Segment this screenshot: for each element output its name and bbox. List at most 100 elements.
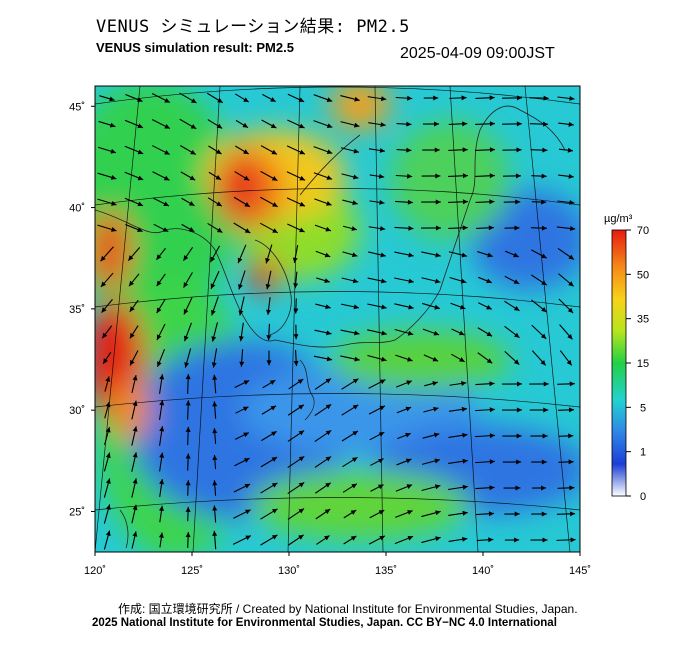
wind-arrow xyxy=(421,225,441,231)
wind-arrow xyxy=(183,322,192,342)
wind-arrow xyxy=(449,95,467,101)
wind-vectors xyxy=(97,92,576,550)
wind-arrow xyxy=(238,322,244,342)
wind-arrow xyxy=(504,325,520,339)
wind-arrow xyxy=(559,324,573,340)
wind-arrow xyxy=(369,199,385,205)
wind-arrow xyxy=(394,303,414,310)
wind-arrow xyxy=(180,171,196,181)
wind-arrow xyxy=(159,505,164,523)
wind-arrow xyxy=(185,506,191,522)
wind-arrow xyxy=(395,484,413,492)
wind-arrow xyxy=(422,328,440,336)
wind-arrow xyxy=(475,199,495,205)
wind-arrow xyxy=(530,274,548,286)
wind-arrow xyxy=(287,119,305,129)
wind-arrow xyxy=(156,273,166,287)
wind-arrow xyxy=(342,199,358,206)
wind-arrow xyxy=(185,426,191,446)
wind-arrow xyxy=(288,534,304,546)
wind-arrow xyxy=(367,303,387,310)
lat-label: 30˚ xyxy=(69,405,85,417)
wind-arrow xyxy=(315,303,331,310)
wind-arrow xyxy=(504,225,520,231)
colorbar-tick-label: 70 xyxy=(637,225,649,237)
wind-arrow xyxy=(530,147,548,153)
wind-arrow xyxy=(260,534,278,546)
wind-arrow xyxy=(314,429,332,443)
lon-label: 120˚ xyxy=(84,565,106,577)
lon-label: 130˚ xyxy=(278,565,300,577)
wind-arrow xyxy=(151,145,171,155)
wind-arrow xyxy=(237,244,247,264)
wind-arrow xyxy=(340,355,360,362)
wind-arrow xyxy=(208,145,222,155)
wind-arrow xyxy=(503,199,521,205)
wind-arrow xyxy=(313,120,333,129)
wind-arrow xyxy=(369,431,385,441)
wind-arrow xyxy=(260,196,278,208)
wind-arrow xyxy=(103,452,111,472)
wind-arrow xyxy=(235,145,249,155)
lon-label: 125˚ xyxy=(181,565,203,577)
wind-arrow xyxy=(529,95,549,101)
wind-arrow xyxy=(184,348,192,368)
wind-arrow xyxy=(286,171,306,181)
wind-arrow xyxy=(238,270,246,290)
wind-arrow xyxy=(395,380,413,388)
wind-arrow xyxy=(124,119,144,129)
wind-arrow xyxy=(370,484,384,492)
wind-arrow xyxy=(233,196,251,208)
wind-arrow xyxy=(261,405,277,415)
wind-arrow xyxy=(475,173,495,179)
wind-arrow xyxy=(367,277,387,284)
wind-arrow xyxy=(207,222,223,234)
wind-arrow xyxy=(179,145,197,155)
wind-arrow xyxy=(394,277,414,284)
colorbar-tick-label: 15 xyxy=(637,358,649,370)
colorbar: µg/m³ 70 50 35 15 5 1 0 xyxy=(604,213,649,503)
wind-arrow xyxy=(476,225,494,231)
wind-arrow xyxy=(314,224,332,232)
wind-arrow xyxy=(368,122,386,128)
wind-arrow xyxy=(185,453,191,471)
wind-arrow xyxy=(207,119,223,129)
wind-arrow xyxy=(104,426,111,446)
wind-arrow xyxy=(477,327,493,337)
wind-arrow xyxy=(314,482,332,494)
wind-arrow xyxy=(340,95,360,102)
wind-arrow xyxy=(421,199,441,205)
wind-arrow xyxy=(153,223,169,233)
wind-arrow xyxy=(478,302,492,310)
wind-arrow xyxy=(558,433,574,439)
wind-arrow xyxy=(287,93,305,103)
wind-arrow xyxy=(97,224,117,232)
wind-arrow xyxy=(185,374,191,394)
wind-arrow xyxy=(181,223,195,233)
wind-arrow xyxy=(341,173,359,180)
wind-arrow xyxy=(530,537,548,543)
wind-arrow xyxy=(212,530,218,550)
wind-arrow xyxy=(209,245,221,263)
wind-arrow xyxy=(504,350,520,366)
wind-arrow xyxy=(368,379,386,389)
wind-arrow xyxy=(448,121,468,127)
wind-arrow xyxy=(558,459,574,465)
wind-arrow xyxy=(558,121,574,127)
wind-arrow xyxy=(529,121,549,127)
wind-arrow xyxy=(260,508,278,520)
wind-arrow xyxy=(179,92,197,104)
wind-arrow xyxy=(211,348,218,368)
wind-arrow xyxy=(313,172,333,180)
wind-arrow xyxy=(129,299,139,313)
wind-arrow xyxy=(208,171,222,181)
wind-arrow xyxy=(421,458,441,465)
wind-arrow xyxy=(341,277,359,284)
wind-arrow xyxy=(129,350,139,366)
wind-arrow xyxy=(477,276,493,284)
wind-arrow xyxy=(394,328,414,336)
wind-arrow xyxy=(530,225,548,231)
wind-arrow xyxy=(234,93,250,103)
wind-arrow xyxy=(368,226,386,231)
colorbar-tick-label: 0 xyxy=(640,491,646,503)
